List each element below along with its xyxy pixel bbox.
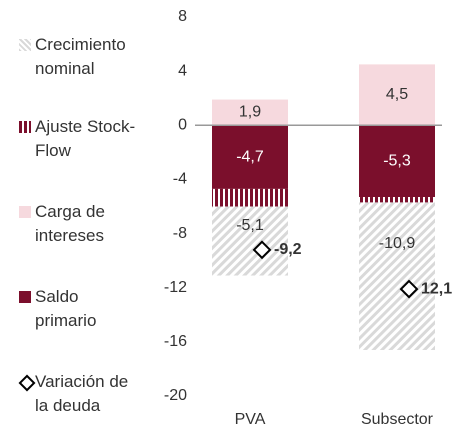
x-tick-label: Subsector xyxy=(361,411,434,428)
bar-segment xyxy=(212,206,288,276)
y-tick-label: 8 xyxy=(178,8,187,25)
data-label: -10,9 xyxy=(379,235,416,252)
data-label: 4,5 xyxy=(386,86,408,103)
diamond-marker xyxy=(399,279,419,299)
y-tick-label: -12 xyxy=(164,279,187,296)
y-tick-label: -16 xyxy=(164,333,187,350)
y-tick-label: 4 xyxy=(178,62,187,79)
bar-segment xyxy=(359,64,435,126)
legend-swatch xyxy=(19,291,31,303)
bar-segment xyxy=(212,125,288,189)
y-tick-label: -20 xyxy=(164,387,187,404)
bar-segment xyxy=(359,197,435,203)
data-label: -5,1 xyxy=(236,217,264,234)
y-tick-label: 0 xyxy=(178,117,187,134)
diamond-marker xyxy=(252,240,272,260)
bar-segment xyxy=(212,188,288,207)
bar-segment xyxy=(359,202,435,350)
legend-swatch xyxy=(19,121,31,133)
y-tick-label: -8 xyxy=(173,225,187,242)
marker-label: 12,1 xyxy=(421,280,452,297)
y-tick-label: -4 xyxy=(173,171,187,188)
legend-label: Carga de intereses xyxy=(35,202,105,245)
legend-entry: Saldo primario xyxy=(19,285,143,333)
legend-label: Variación de la deuda xyxy=(35,372,129,415)
legend-swatch xyxy=(19,39,31,51)
data-label: 1,9 xyxy=(239,104,261,121)
legend-label: Crecimiento nominal xyxy=(35,35,126,78)
legend-label: Saldo primario xyxy=(35,287,97,330)
x-tick-label: PVA xyxy=(235,411,266,428)
data-label: -4,7 xyxy=(236,148,264,165)
legend-entry: Ajuste Stock-Flow xyxy=(19,115,143,163)
bar-segment xyxy=(359,125,435,198)
marker-label: -9,2 xyxy=(274,241,302,258)
data-label: -5,3 xyxy=(383,152,411,169)
legend-swatch xyxy=(19,206,31,218)
legend-entry: Variación de la deuda xyxy=(18,370,143,418)
legend-entry: Carga de intereses xyxy=(19,200,143,248)
legend-label: Ajuste Stock-Flow xyxy=(35,117,136,160)
bar-segment xyxy=(212,99,288,126)
legend-entry: Crecimiento nominal xyxy=(19,33,143,81)
